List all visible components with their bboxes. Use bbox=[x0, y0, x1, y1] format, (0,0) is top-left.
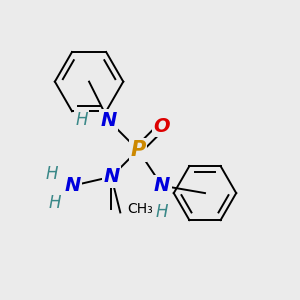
Text: H: H bbox=[49, 194, 61, 212]
Text: H: H bbox=[156, 203, 168, 221]
Text: N: N bbox=[100, 111, 117, 130]
Text: H: H bbox=[75, 111, 88, 129]
Text: P: P bbox=[130, 140, 146, 160]
Text: CH₃: CH₃ bbox=[128, 202, 154, 216]
Text: N: N bbox=[154, 176, 170, 195]
Text: O: O bbox=[154, 117, 170, 136]
Text: H: H bbox=[46, 165, 58, 183]
Text: N: N bbox=[64, 176, 81, 195]
Text: N: N bbox=[103, 167, 119, 186]
